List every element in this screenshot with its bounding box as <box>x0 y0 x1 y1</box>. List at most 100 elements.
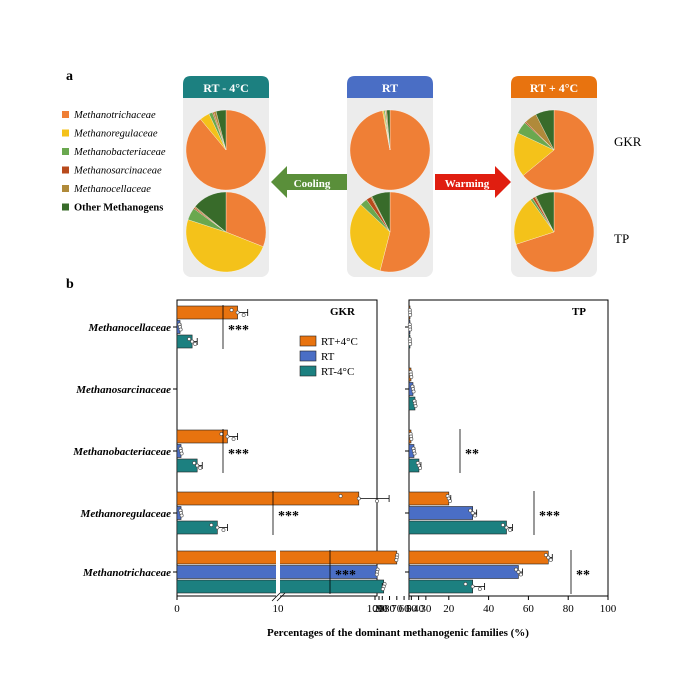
pie-slice-GKR_warm-methanoregulaceae <box>513 132 555 176</box>
replicate-dot-gkr-methanoregulaceae-1-2 <box>179 513 184 518</box>
significance-label-tp-methanotrichaceae: ** <box>576 568 590 583</box>
replicate-dot-gkr-methanocellaceae-2-1 <box>190 339 195 344</box>
replicate-dot-tp-methanotrichaceae-1-0 <box>514 567 518 572</box>
bar-tp-methanotrichaceae-rt-4-c <box>408 579 473 594</box>
bar-gkr-methanoregulaceae-rt-4-c <box>176 520 218 535</box>
replicate-dot-tp-methanocellaceae-2-2 <box>408 342 413 346</box>
x-tick-label-gkr-8: 80 <box>384 603 396 615</box>
pie-slice-GKR_warm-methanotrichaceae <box>522 109 595 191</box>
replicate-dot-gkr-methanocellaceae-0-0 <box>229 308 234 312</box>
bar-tp-methanotrichaceae-rt-4-c <box>408 550 549 565</box>
replicate-dot-gkr-methanocellaceae-1-2 <box>178 327 183 332</box>
replicate-dot-tp-methanobacteriaceae-1-2 <box>412 451 417 456</box>
replicate-dot-gkr-methanocellaceae-0-2 <box>241 313 246 317</box>
bar-tp-methanoregulaceae-rt-4-c <box>408 520 507 535</box>
pie-legend: Methanotrichaceae Methanoregulaceae Methan… <box>62 110 166 214</box>
replicate-dot-tp-methanotrichaceae-2-2 <box>477 587 482 591</box>
replicate-dot-tp-methanotrichaceae-2-1 <box>470 584 475 589</box>
x-tick-label-tp-4: 80 <box>563 603 575 615</box>
legend-swatch-methanoregulaceae <box>62 129 69 137</box>
significance-label-tp-methanoregulaceae: *** <box>539 509 560 524</box>
pie-TP_cold <box>185 191 267 273</box>
pie-slice-GKR_rt-other-methanogens <box>386 109 391 151</box>
pie-slice-TP_warm-methanotrichaceae <box>515 191 595 273</box>
replicate-dot-gkr-methanobacteriaceae-0-2 <box>231 437 236 441</box>
bar-gkr-methanoregulaceae-rt-4-c <box>176 491 360 506</box>
legend-label-methanoregulaceae: Methanoregulaceae <box>73 129 158 140</box>
replicate-dot-gkr-methanoregulaceae-0-1 <box>356 496 361 501</box>
panel-a-label: a <box>66 69 73 84</box>
x-tick-label-gkr-10: 100 <box>367 603 384 615</box>
replicate-dot-tp-methanoregulaceae-2-0 <box>501 523 505 527</box>
legend-swatch-methanosarcinaceae <box>62 166 69 174</box>
replicate-dot-gkr-methanotrichaceae-1-2 <box>374 572 379 577</box>
plot-title-gkr: GKR <box>330 306 356 318</box>
pie-column-header-warm <box>511 76 597 98</box>
replicate-dot-gkr-methanobacteriaceae-1-2 <box>179 451 184 456</box>
legend-label-methanosarcinaceae: Methanosarcinaceae <box>73 166 162 177</box>
pie-TP_rt <box>349 191 431 273</box>
replicate-dot-tp-methanosarcinaceae-0-2 <box>409 375 414 379</box>
replicate-dot-tp-methanoregulaceae-1-2 <box>473 513 477 518</box>
cooling-arrow-label: Cooling <box>294 178 331 190</box>
replicate-dot-tp-methanosarcinaceae-1-2 <box>411 389 416 394</box>
significance-label-tp-methanobacteriaceae: ** <box>465 447 479 462</box>
legend-swatch-methanotrichaceae <box>62 111 69 118</box>
pie-GKR_cold <box>185 109 267 191</box>
replicate-dot-tp-methanoregulaceae-1-0 <box>468 508 473 513</box>
bar-gkr-methanotrichaceae-rt-4-c <box>176 550 398 565</box>
pie-GKR_warm <box>513 109 595 191</box>
warming-arrow: Warming <box>435 166 511 198</box>
legend-label-methanobacteriaceae: Methanobacteriaceae <box>73 147 166 158</box>
replicate-dot-tp-methanoregulaceae-2-2 <box>508 528 512 532</box>
replicate-dot-tp-methanosarcinaceae-2-2 <box>413 404 418 408</box>
x-tick-label-gkr-9: 90 <box>377 603 389 615</box>
cooling-arrow: Cooling <box>271 166 347 198</box>
bar-legend-swatch-rt-4-c <box>299 335 317 347</box>
bar-gkr-methanobacteriaceae-rt-4-c <box>176 458 198 473</box>
pie-slice-GKR_warm-other-methanogens <box>535 109 555 151</box>
replicate-dot-tp-methanotrichaceae-0-0 <box>544 553 548 557</box>
bar-chart-tp: TP0 20 40 60 80 100******* <box>405 299 617 615</box>
pie-slice-TP_cold-other-methanogens <box>194 191 227 233</box>
replicate-dot-gkr-methanocellaceae-2-2 <box>193 342 198 346</box>
bar-tp-methanotrichaceae-rt <box>408 565 519 579</box>
replicate-dot-tp-methanoregulaceae-1-1 <box>470 511 475 515</box>
row-label-gkr: GKR <box>614 134 642 149</box>
replicate-dot-gkr-methanobacteriaceae-2-1 <box>195 463 200 468</box>
category-label-methanotrichaceae: Methanotrichaceae <box>82 567 171 579</box>
pie-columns: RT - 4°C RT RT + 4°C <box>183 76 597 277</box>
category-label-methanosarcinaceae: Methanosarcinaceae <box>75 384 171 396</box>
x-tick-label-tp-2: 40 <box>483 603 495 615</box>
warming-arrow-shape <box>435 166 511 198</box>
plot-title-tp: TP <box>572 306 586 318</box>
pie-GKR_rt <box>349 109 431 191</box>
replicate-dot-tp-methanotrichaceae-0-2 <box>548 558 553 562</box>
x-tick-label-gkr-0: 0 <box>174 603 180 615</box>
bar-legend-swatch-rt-4-c <box>299 365 317 377</box>
bar-gkr-methanobacteriaceae-rt-4-c <box>176 429 228 444</box>
significance-label-gkr-methanotrichaceae: *** <box>335 568 356 583</box>
bar-legend-label-rt-4-c: RT+4°C <box>321 336 358 348</box>
axis-break-mark-1 <box>271 592 281 602</box>
replicate-dot-gkr-methanoregulaceae-2-2 <box>221 528 226 532</box>
pie-slice-TP_rt-other-methanogens <box>371 191 391 233</box>
legend-label-methanocellaceae: Methanocellaceae <box>73 184 151 195</box>
replicate-dot-tp-methanocellaceae-0-2 <box>408 313 413 317</box>
category-label-methanocellaceae: Methanocellaceae <box>88 322 172 334</box>
pie-TP_warm <box>513 191 595 273</box>
bar-category-labels: Methanocellaceae Methanosarcinaceae Methan… <box>72 322 171 579</box>
legend-swatch-methanobacteriaceae <box>62 148 69 155</box>
replicate-dot-tp-methanoregulaceae-2-1 <box>504 525 509 530</box>
bar-tp-methanoregulaceae-rt-4-c <box>408 491 450 506</box>
bar-legend-label-rt: RT <box>321 351 335 363</box>
x-tick-label-gkr-4: 40 <box>413 603 425 615</box>
bar-legend-swatch-rt <box>299 350 317 362</box>
x-axis-label: Percentages of the dominant methanogenic… <box>267 627 529 639</box>
replicate-dot-tp-methanotrichaceae-1-1 <box>516 570 521 574</box>
bar-gkr-methanocellaceae-rt-4-c <box>176 334 193 349</box>
legend-swatch-other-methanogens <box>62 203 69 211</box>
pie-column-header-rt <box>347 76 433 98</box>
x-tick-label-tp-5: 100 <box>600 603 617 615</box>
x-tick-label-tp-1: 20 <box>443 603 455 615</box>
